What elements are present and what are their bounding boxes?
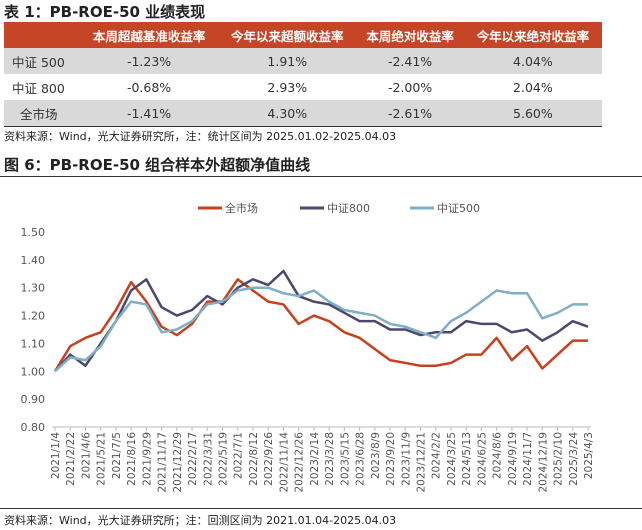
cell: 1.91% <box>218 48 357 74</box>
y-tick-label: 0.90 <box>21 393 46 406</box>
x-tick-label: 2022/9/26 <box>263 432 275 486</box>
x-tick-label: 2022/8/12 <box>248 432 260 486</box>
cell: -1.23% <box>80 48 219 74</box>
x-tick-label: 2022/5/19 <box>218 432 230 486</box>
x-tick-label: 2021/4/6 <box>80 432 92 479</box>
table-title: 表 1：PB-ROE-50 业绩表现 <box>4 3 206 21</box>
header-cell <box>4 22 80 48</box>
performance-table: 本周超越基准收益率 今年以来超额收益率 本周绝对收益率 今年以来绝对收益率 中证… <box>4 22 602 127</box>
x-tick-label: 2021/12/29 <box>172 432 184 493</box>
divider <box>0 176 642 177</box>
x-tick-label: 2022/12/26 <box>294 432 306 493</box>
x-tick-label: 2024/9/19 <box>507 432 519 486</box>
legend-label: 中证500 <box>437 202 480 215</box>
x-tick-label: 2024/6/25 <box>476 432 488 486</box>
x-tick-label: 2024/11/7 <box>522 432 534 486</box>
y-tick-label: 1.10 <box>21 337 46 350</box>
y-tick-label: 1.00 <box>21 365 46 378</box>
x-tick-label: 2025/4/3 <box>583 432 595 479</box>
table-source-note: 资料来源：Wind，光大证券研究所，注：统计区间为 2025.01.02-202… <box>4 130 397 143</box>
y-tick-label: 0.80 <box>21 421 46 434</box>
table-row: 中证 800 -0.68% 2.93% -2.00% 2.04% <box>4 74 602 100</box>
x-tick-label: 2021/7/5 <box>111 432 123 479</box>
cell: -2.41% <box>356 48 464 74</box>
legend-label: 全市场 <box>225 201 258 215</box>
cell: -2.61% <box>356 100 464 127</box>
cell: -1.41% <box>80 100 219 127</box>
x-tick-label: 2023/5/15 <box>339 432 351 486</box>
x-tick-label: 2023/9/20 <box>385 432 397 486</box>
x-tick-label: 2023/8/9 <box>370 432 382 479</box>
cell: -0.68% <box>126 79 172 95</box>
cell: 2.04% <box>513 79 553 95</box>
header-cell: 今年以来绝对收益率 <box>463 22 602 48</box>
figure-title: 图 6：PB-ROE-50 组合样本外超额净值曲线 <box>4 156 311 174</box>
x-tick-label: 2023/11/9 <box>400 432 412 486</box>
table-row: 中证 500 -1.23% 1.91% -2.41% 4.04% <box>4 48 602 74</box>
x-tick-label: 2024/12/19 <box>537 432 549 493</box>
row-label: 全市场 <box>4 100 80 127</box>
x-tick-label: 2023/6/28 <box>355 432 367 486</box>
x-tick-label: 2022/7/1 <box>233 432 245 479</box>
x-tick-label: 2024/5/13 <box>461 432 473 486</box>
x-tick-label: 2021/8/16 <box>126 432 138 486</box>
x-tick-label: 2023/3/28 <box>324 432 336 486</box>
x-tick-label: 2025/3/24 <box>568 432 580 486</box>
x-tick-label: 2022/11/14 <box>278 432 290 493</box>
series-line <box>53 278 588 372</box>
table-header-row: 本周超越基准收益率 今年以来超额收益率 本周绝对收益率 今年以来绝对收益率 <box>4 22 602 48</box>
x-tick-label: 2023/2/14 <box>309 432 321 486</box>
row-label: 中证 800 <box>12 80 65 96</box>
x-tick-label: 2024/3/25 <box>446 432 458 486</box>
cell: 5.60% <box>463 100 602 127</box>
header-cell: 本周超越基准收益率 <box>80 22 219 48</box>
line-chart: 0.80 0.90 1.00 1.10 1.20 1.30 1.40 1.50 2021/1/4… <box>21 201 596 493</box>
table-row: 全市场 -1.41% 4.30% -2.61% 5.60% <box>4 100 602 127</box>
y-tick-label: 1.20 <box>21 310 46 323</box>
cell: -2.00% <box>387 79 433 95</box>
x-tick-label: 2023/12/21 <box>415 432 427 493</box>
x-tick-label: 2022/3/31 <box>202 432 214 486</box>
y-tick-label: 1.40 <box>21 254 46 267</box>
x-tick-label: 2021/2/22 <box>65 432 77 486</box>
cell: 2.93% <box>267 79 308 95</box>
x-tick-label: 2024/8/6 <box>492 432 504 479</box>
series-line <box>54 286 588 373</box>
x-tick-label: 2021/1/4 <box>50 432 62 479</box>
figure-source-note: 资料来源：Wind，光大证券研究所；注：回测区间为 2021.01.04-202… <box>4 514 397 527</box>
header-cell: 今年以来超额收益率 <box>218 22 357 48</box>
y-tick-label: 1.50 <box>21 226 46 239</box>
cell: 4.30% <box>218 100 357 127</box>
x-tick-label: 2022/2/17 <box>187 432 199 486</box>
y-tick-label: 1.30 <box>21 282 46 295</box>
x-tick-label: 2021/9/29 <box>141 432 153 486</box>
x-tick-label: 2021/5/21 <box>96 432 108 486</box>
row-label: 中证 500 <box>4 48 80 74</box>
x-tick-label: 2025/2/10 <box>553 432 565 486</box>
legend-label: 中证800 <box>327 202 370 215</box>
divider <box>0 508 642 509</box>
cell: 4.04% <box>463 48 602 74</box>
x-tick-label: 2024/2/2 <box>431 432 443 479</box>
header-cell: 本周绝对收益率 <box>356 22 464 48</box>
series-line <box>54 269 589 373</box>
x-tick-label: 2021/11/17 <box>157 432 169 493</box>
